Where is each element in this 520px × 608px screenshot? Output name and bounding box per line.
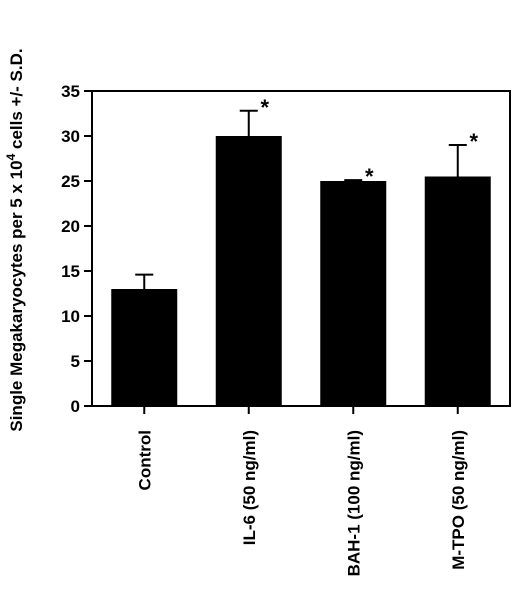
- bar-3: [424, 176, 491, 406]
- x-category-label-1: IL-6 (50 ng/ml): [240, 430, 259, 545]
- plot-frame: [91, 90, 511, 407]
- y-tick-label-1: 5: [71, 352, 80, 371]
- significance-marker-2: *: [365, 164, 374, 189]
- y-axis-title-main: Single Megakaryocytes per 5 x 10: [7, 160, 26, 431]
- y-tick-label-3: 15: [61, 262, 80, 281]
- significance-marker-3: *: [469, 129, 478, 154]
- significance-marker-1: *: [260, 95, 269, 120]
- y-tick-label-0: 0: [71, 397, 80, 416]
- y-axis-title: Single Megakaryocytes per 5 x 104 cells …: [4, 48, 26, 431]
- bar-1: [215, 136, 282, 406]
- y-axis-title-tail: cells +/- S.D.: [7, 48, 26, 153]
- y-tick-label-5: 25: [61, 172, 80, 191]
- x-category-label-0: Control: [135, 430, 154, 490]
- y-tick-label-2: 10: [61, 307, 80, 326]
- y-tick-label-6: 30: [61, 127, 80, 146]
- y-tick-label-4: 20: [61, 217, 80, 236]
- x-category-label-2: BAH-1 (100 ng/ml): [344, 430, 363, 576]
- bar-0: [111, 289, 178, 406]
- y-axis-title-superscript: 4: [4, 153, 18, 160]
- bar-2: [320, 181, 387, 406]
- x-category-label-3: M-TPO (50 ng/ml): [449, 430, 468, 570]
- y-tick-label-7: 35: [61, 82, 80, 101]
- plot-area: 0 5 10 15 20 25 30 35 Control * IL-6 (50 ng/ml) * BA…: [61, 82, 511, 576]
